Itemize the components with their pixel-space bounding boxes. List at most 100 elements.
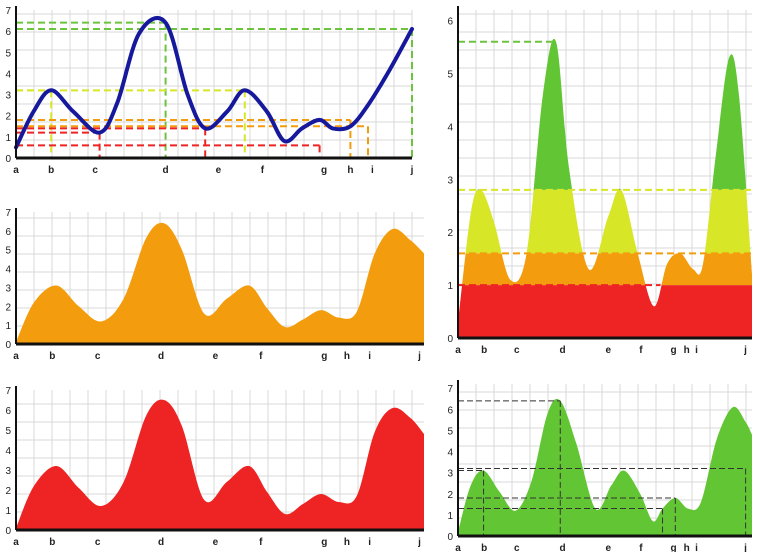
x-tick-label: d <box>559 345 565 356</box>
y-tick-label: 1 <box>5 133 11 144</box>
x-tick-label: g <box>321 537 327 548</box>
y-tick-label: 0 <box>447 334 453 345</box>
x-tick-label: f <box>259 351 263 362</box>
x-tick-label: b <box>481 345 487 356</box>
y-tick-label: 4 <box>5 69 11 80</box>
y-tick-label: 3 <box>5 283 11 294</box>
y-tick-label: 6 <box>447 405 453 416</box>
x-tick-label: e <box>605 345 611 356</box>
y-tick-label: 5 <box>5 426 11 437</box>
y-tick-label: 5 <box>5 48 11 59</box>
x-tick-label: d <box>163 165 169 176</box>
x-tick-label: h <box>344 351 350 362</box>
y-tick-label: 2 <box>447 228 453 239</box>
area-band-green <box>458 38 752 190</box>
y-tick-label: 6 <box>5 406 11 417</box>
band-area-chart-right: 0 1 2 3 4 5 6 a b c d e f g h i j <box>447 6 752 356</box>
x-tick-label: d <box>559 543 565 552</box>
y-tick-label: 5 <box>5 246 11 257</box>
x-tick-label: a <box>455 345 461 356</box>
y-tick-label: 3 <box>5 91 11 102</box>
y-tick-label: 4 <box>5 446 11 457</box>
x-tick-label: j <box>743 345 747 356</box>
y-tick-label: 7 <box>5 6 11 17</box>
x-tick-label: g <box>321 165 327 176</box>
area-bands <box>458 38 752 338</box>
y-tick-label: 3 <box>447 175 453 186</box>
x-tick-label: i <box>695 345 698 356</box>
x-tick-label: h <box>347 165 353 176</box>
x-tick-label: e <box>605 543 611 552</box>
y-tick-label: 6 <box>5 227 11 238</box>
y-tick-label: 0 <box>447 532 453 543</box>
y-tick-label: 5 <box>447 69 453 80</box>
x-tick-label: b <box>481 543 487 552</box>
y-tick-label: 2 <box>447 490 453 501</box>
x-tick-label: f <box>261 165 265 176</box>
y-tick-label: 4 <box>447 448 453 459</box>
x-tick-label: j <box>410 165 414 176</box>
x-tick-label: b <box>48 165 54 176</box>
y-tick-label: 5 <box>447 426 453 437</box>
y-tick-label: 4 <box>5 265 11 276</box>
y-tick-label: 1 <box>5 506 11 517</box>
y-tick-label: 2 <box>5 486 11 497</box>
x-tick-label: i <box>368 537 371 548</box>
reference-lines <box>458 400 747 536</box>
x-tick-label: b <box>49 351 55 362</box>
y-tick-label: 3 <box>5 466 11 477</box>
y-tick-label: 7 <box>447 384 453 395</box>
y-tick-label: 1 <box>5 321 11 332</box>
x-tick-label: e <box>213 537 219 548</box>
y-tick-label: 2 <box>5 302 11 313</box>
y-tick-label: 6 <box>5 27 11 38</box>
x-tick-label: i <box>371 165 374 176</box>
y-tick-label: 1 <box>447 281 453 292</box>
x-tick-label: c <box>92 165 98 176</box>
y-tick-label: 7 <box>5 208 11 219</box>
x-tick-label: c <box>95 351 101 362</box>
area-fill <box>458 398 752 536</box>
y-tick-label: 0 <box>5 526 11 537</box>
x-tick-label: b <box>49 537 55 548</box>
x-tick-label: f <box>639 543 643 552</box>
x-tick-label: c <box>95 537 101 548</box>
x-tick-label: e <box>213 351 219 362</box>
y-tick-label: 4 <box>447 122 453 133</box>
area-fill <box>16 222 424 344</box>
x-tick-label: f <box>259 537 263 548</box>
x-tick-label: d <box>158 351 164 362</box>
x-tick-label: a <box>13 351 19 362</box>
x-tick-label: j <box>417 537 421 548</box>
area-band-red <box>458 285 752 338</box>
x-tick-label: c <box>514 345 520 356</box>
x-tick-label: i <box>368 351 371 362</box>
reference-lines <box>458 40 752 287</box>
x-tick-label: a <box>455 543 461 552</box>
grid <box>15 10 413 159</box>
area-band-orange <box>458 253 752 286</box>
y-tick-label: 6 <box>447 17 453 28</box>
x-tick-label: h <box>344 537 350 548</box>
x-tick-label: j <box>417 351 421 362</box>
x-tick-label: d <box>158 537 164 548</box>
x-tick-label: h <box>684 345 690 356</box>
x-tick-label: a <box>13 165 19 176</box>
x-tick-label: h <box>684 543 690 552</box>
x-tick-label: g <box>321 351 327 362</box>
x-tick-label: j <box>743 543 747 552</box>
x-tick-label: e <box>216 165 222 176</box>
red-area-chart: 0 1 2 3 4 5 6 7 a b c d e f g h i j <box>5 386 424 548</box>
x-tick-label: i <box>695 543 698 552</box>
area-fill <box>16 399 424 530</box>
line-chart-top-left: 0 1 2 3 4 5 6 7 a b c d e f g h i j <box>5 6 414 176</box>
y-tick-label: 0 <box>5 154 11 165</box>
green-area-chart: 0 1 2 3 4 5 6 7 a b c d e f g h i j <box>447 380 752 552</box>
y-tick-label: 3 <box>447 469 453 480</box>
orange-area-chart: 0 1 2 3 4 5 6 7 a b c d e f g h i j <box>5 208 424 362</box>
x-tick-label: g <box>671 543 677 552</box>
area-band-yellow <box>458 189 752 254</box>
y-tick-label: 0 <box>5 340 11 351</box>
y-tick-label: 1 <box>447 511 453 522</box>
